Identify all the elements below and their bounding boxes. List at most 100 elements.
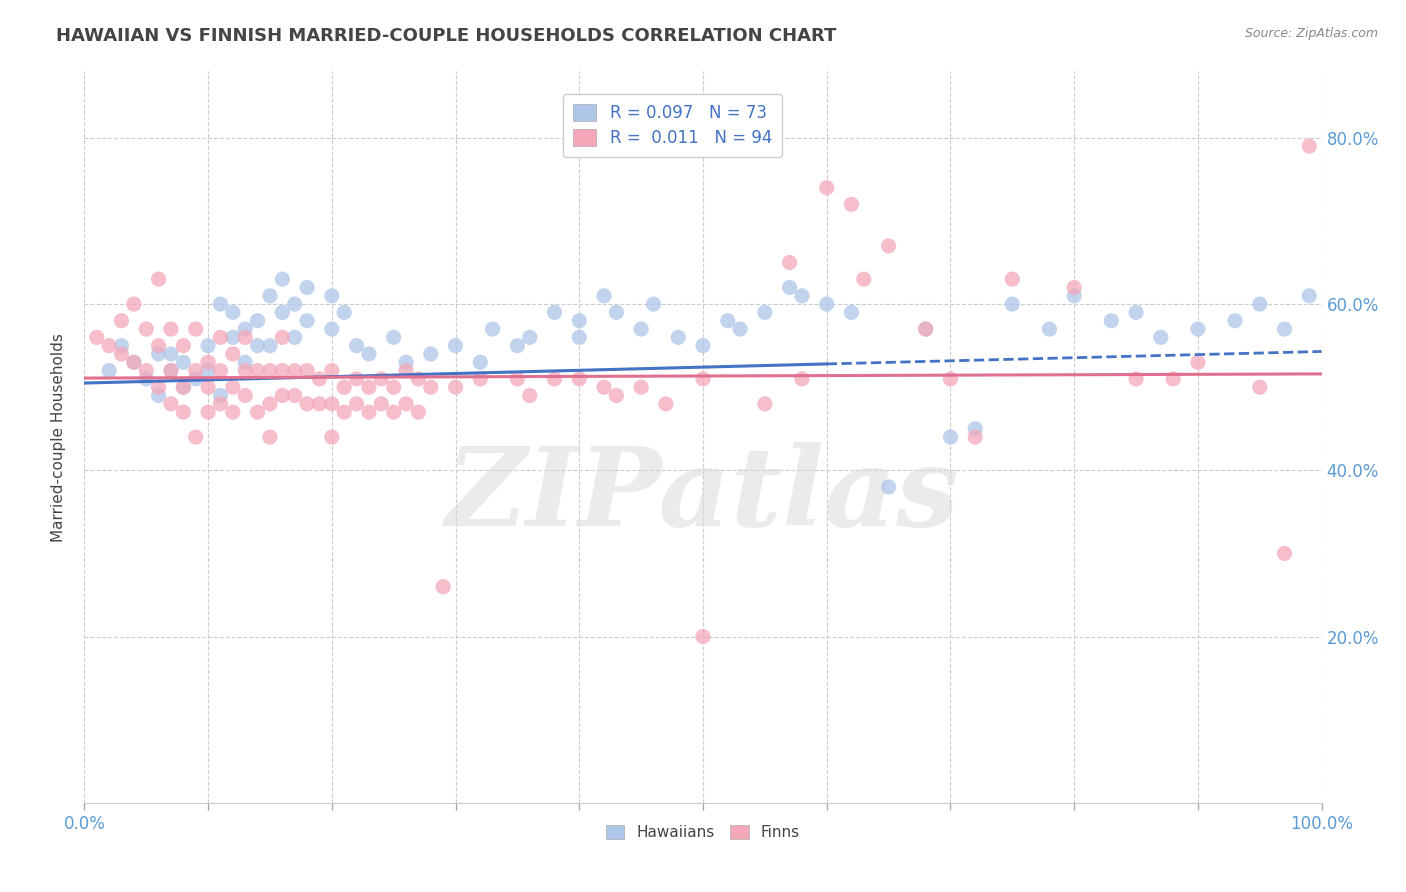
- Point: [655, 397, 678, 411]
- Point: [160, 363, 183, 377]
- Point: [233, 363, 256, 377]
- Point: [346, 372, 368, 386]
- Point: [717, 314, 740, 328]
- Point: [295, 363, 318, 377]
- Point: [395, 397, 418, 411]
- Point: [395, 363, 418, 377]
- Point: [346, 338, 368, 352]
- Point: [877, 239, 900, 253]
- Point: [184, 363, 207, 377]
- Point: [271, 272, 294, 286]
- Point: [382, 330, 405, 344]
- Point: [382, 380, 405, 394]
- Point: [643, 297, 665, 311]
- Point: [914, 322, 936, 336]
- Point: [939, 372, 962, 386]
- Point: [790, 372, 813, 386]
- Point: [197, 338, 219, 352]
- Point: [1125, 305, 1147, 319]
- Point: [815, 297, 838, 311]
- Point: [246, 314, 269, 328]
- Point: [395, 355, 418, 369]
- Point: [914, 322, 936, 336]
- Point: [110, 314, 132, 328]
- Point: [135, 363, 157, 377]
- Point: [1063, 289, 1085, 303]
- Point: [1223, 314, 1246, 328]
- Point: [246, 363, 269, 377]
- Point: [308, 372, 330, 386]
- Point: [259, 338, 281, 352]
- Point: [295, 397, 318, 411]
- Point: [222, 305, 245, 319]
- Point: [333, 380, 356, 394]
- Point: [259, 397, 281, 411]
- Point: [1038, 322, 1060, 336]
- Point: [1274, 322, 1296, 336]
- Point: [184, 322, 207, 336]
- Point: [233, 330, 256, 344]
- Point: [321, 430, 343, 444]
- Point: [1125, 372, 1147, 386]
- Point: [519, 330, 541, 344]
- Point: [284, 388, 307, 402]
- Point: [271, 330, 294, 344]
- Point: [1187, 355, 1209, 369]
- Point: [148, 388, 170, 402]
- Point: [408, 372, 430, 386]
- Point: [779, 280, 801, 294]
- Point: [852, 272, 875, 286]
- Point: [593, 380, 616, 394]
- Point: [568, 372, 591, 386]
- Point: [1249, 297, 1271, 311]
- Point: [357, 347, 380, 361]
- Point: [172, 355, 194, 369]
- Point: [110, 347, 132, 361]
- Point: [246, 405, 269, 419]
- Point: [754, 305, 776, 319]
- Point: [357, 405, 380, 419]
- Point: [506, 372, 529, 386]
- Point: [692, 338, 714, 352]
- Point: [160, 347, 183, 361]
- Point: [568, 330, 591, 344]
- Point: [419, 347, 441, 361]
- Point: [172, 380, 194, 394]
- Point: [370, 397, 392, 411]
- Point: [666, 330, 689, 344]
- Point: [1274, 546, 1296, 560]
- Point: [233, 388, 256, 402]
- Point: [321, 289, 343, 303]
- Point: [543, 372, 565, 386]
- Point: [321, 397, 343, 411]
- Point: [259, 430, 281, 444]
- Point: [1298, 289, 1320, 303]
- Point: [172, 338, 194, 352]
- Point: [148, 272, 170, 286]
- Point: [357, 380, 380, 394]
- Point: [965, 422, 987, 436]
- Point: [246, 338, 269, 352]
- Point: [470, 372, 492, 386]
- Point: [308, 397, 330, 411]
- Point: [754, 397, 776, 411]
- Point: [815, 180, 838, 194]
- Point: [209, 330, 232, 344]
- Point: [1063, 280, 1085, 294]
- Point: [543, 305, 565, 319]
- Point: [605, 388, 627, 402]
- Point: [692, 372, 714, 386]
- Point: [841, 305, 863, 319]
- Point: [1187, 322, 1209, 336]
- Point: [222, 380, 245, 394]
- Point: [593, 289, 616, 303]
- Point: [470, 355, 492, 369]
- Point: [259, 289, 281, 303]
- Point: [209, 388, 232, 402]
- Point: [1001, 272, 1024, 286]
- Point: [939, 430, 962, 444]
- Point: [295, 314, 318, 328]
- Point: [148, 338, 170, 352]
- Point: [259, 363, 281, 377]
- Point: [160, 397, 183, 411]
